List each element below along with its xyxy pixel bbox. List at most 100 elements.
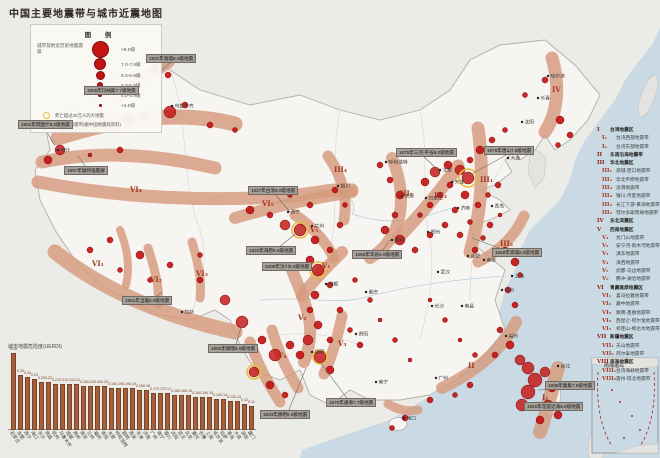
risk-bar[interactable]	[18, 375, 23, 430]
earthquake-dot[interactable]	[521, 361, 535, 375]
city-dot[interactable]	[56, 148, 60, 152]
earthquake-dot[interactable]	[325, 365, 335, 375]
earthquake-dot[interactable]	[429, 166, 441, 178]
earthquake-dot[interactable]	[514, 354, 526, 366]
earthquake-dot[interactable]	[43, 155, 53, 165]
risk-bar[interactable]	[221, 399, 226, 430]
city-dot[interactable]	[436, 270, 440, 274]
city-dot[interactable]	[170, 104, 174, 108]
earthquake-dot[interactable]	[426, 201, 434, 209]
earthquake-dot[interactable]	[356, 341, 364, 349]
earthquake-dot[interactable]	[219, 294, 231, 306]
earthquake-callout[interactable]: 1950年察隅8.6级地震	[208, 344, 259, 354]
city-dot[interactable]	[546, 74, 550, 78]
risk-bar[interactable]	[207, 397, 212, 430]
risk-bar[interactable]	[165, 392, 170, 430]
earthquake-dot[interactable]	[467, 219, 473, 225]
earthquake-callout[interactable]: 1931年富蕴8.0级地震	[146, 54, 197, 64]
risk-bar[interactable]	[242, 403, 247, 430]
city-dot[interactable]	[324, 282, 328, 286]
city-dot[interactable]	[384, 160, 388, 164]
risk-bar[interactable]	[214, 399, 219, 430]
earthquake-dot[interactable]	[426, 231, 434, 239]
earthquake-callout[interactable]: 1668年郯城8.5级地震	[492, 248, 543, 258]
earthquake-dot[interactable]	[285, 340, 295, 350]
earthquake-dot[interactable]	[539, 366, 551, 378]
risk-bar[interactable]	[88, 386, 93, 430]
risk-bar[interactable]	[102, 386, 107, 430]
city-dot[interactable]	[434, 376, 438, 380]
city-dot[interactable]	[426, 230, 430, 234]
earthquake-dot[interactable]	[497, 212, 503, 218]
earthquake-callout[interactable]: 1902年阿图什8.2级地震	[18, 120, 73, 130]
earthquake-dot[interactable]	[511, 301, 519, 309]
earthquake-dot[interactable]	[257, 335, 267, 345]
earthquake-dot[interactable]	[135, 250, 145, 260]
earthquake-callout[interactable]: 1833年嵩明8.0级地震	[260, 410, 311, 420]
risk-bar[interactable]	[228, 401, 233, 430]
city-dot[interactable]	[390, 238, 394, 242]
city-dot[interactable]	[310, 224, 314, 228]
earthquake-dot[interactable]	[306, 201, 314, 209]
earthquake-dot[interactable]	[417, 212, 423, 218]
earthquake-dot[interactable]	[166, 261, 174, 269]
earthquake-dot[interactable]	[106, 236, 114, 244]
earthquake-dot[interactable]	[377, 317, 383, 323]
city-dot[interactable]	[536, 96, 540, 100]
earthquake-dot[interactable]	[310, 290, 320, 300]
earthquake-dot[interactable]	[442, 317, 448, 323]
risk-bar[interactable]	[81, 386, 86, 430]
city-dot[interactable]	[490, 204, 494, 208]
risk-bar[interactable]	[109, 388, 114, 430]
earthquake-dot[interactable]	[206, 121, 214, 129]
earthquake-dot[interactable]	[352, 277, 358, 283]
city-dot[interactable]	[180, 310, 184, 314]
earthquake-dot[interactable]	[389, 425, 395, 431]
earthquake-dot[interactable]	[386, 176, 394, 184]
earthquake-dot[interactable]	[268, 348, 282, 362]
earthquake-dot[interactable]	[517, 272, 523, 278]
earthquake-dot[interactable]	[457, 337, 463, 343]
risk-bar[interactable]	[144, 390, 149, 430]
risk-bar[interactable]	[95, 386, 100, 430]
earthquake-dot[interactable]	[266, 211, 274, 219]
earthquake-dot[interactable]	[392, 337, 398, 343]
earthquake-dot[interactable]	[472, 352, 478, 358]
earthquake-dot[interactable]	[427, 297, 433, 303]
risk-bar[interactable]	[123, 388, 128, 430]
risk-bar[interactable]	[235, 401, 240, 430]
earthquake-dot[interactable]	[496, 326, 504, 334]
earthquake-dot[interactable]	[147, 277, 153, 283]
risk-bar[interactable]	[116, 388, 121, 430]
city-dot[interactable]	[424, 196, 428, 200]
earthquake-dot[interactable]	[295, 350, 305, 360]
city-dot[interactable]	[310, 350, 314, 354]
earthquake-dot[interactable]	[446, 181, 454, 189]
earthquake-dot[interactable]	[522, 92, 528, 98]
risk-bar[interactable]	[25, 377, 30, 430]
earthquake-dot[interactable]	[474, 201, 482, 209]
city-dot[interactable]	[510, 274, 514, 278]
earthquake-dot[interactable]	[164, 71, 172, 79]
earthquake-dot[interactable]	[245, 205, 255, 215]
earthquake-dot[interactable]	[485, 192, 491, 198]
earthquake-callout[interactable]: 1999年集集7.6级地震	[545, 381, 596, 391]
city-dot[interactable]	[364, 290, 368, 294]
risk-bar[interactable]	[130, 388, 135, 430]
earthquake-dot[interactable]	[87, 152, 93, 158]
risk-bar[interactable]	[67, 383, 72, 430]
city-dot[interactable]	[456, 206, 460, 210]
earthquake-dot[interactable]	[281, 391, 289, 399]
city-dot[interactable]	[430, 304, 434, 308]
risk-bar[interactable]	[249, 405, 254, 430]
earthquake-dot[interactable]	[331, 186, 339, 194]
city-dot[interactable]	[354, 332, 358, 336]
earthquake-dot[interactable]	[480, 235, 486, 241]
earthquake-dot[interactable]	[326, 246, 334, 254]
earthquake-dot[interactable]	[466, 381, 474, 389]
earthquake-dot[interactable]	[555, 115, 565, 125]
city-dot[interactable]	[520, 120, 524, 124]
earthquake-dot[interactable]	[491, 351, 499, 359]
risk-bar[interactable]	[39, 381, 44, 430]
